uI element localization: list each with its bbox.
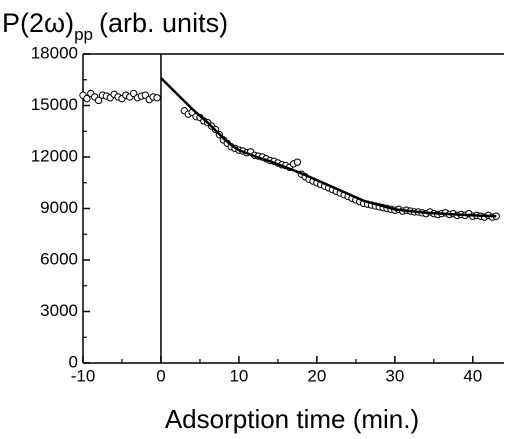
x-tick-label: 40 bbox=[463, 366, 482, 385]
x-tick-label: 0 bbox=[156, 366, 165, 385]
y-tick-label: 0 bbox=[69, 352, 78, 371]
fit-line bbox=[160, 77, 497, 218]
data-point bbox=[153, 94, 161, 102]
title-main: P(2ω) bbox=[2, 8, 74, 38]
data-point bbox=[94, 96, 103, 105]
y-tick-label: 15000 bbox=[31, 95, 78, 114]
y-tick-label: 12000 bbox=[31, 146, 78, 165]
data-point bbox=[293, 158, 302, 166]
x-tick-label: 30 bbox=[385, 366, 404, 385]
y-tick-label: 18000 bbox=[31, 43, 78, 62]
x-axis-title: Adsorption time (min.) bbox=[165, 404, 419, 434]
title-rest: (arb. units) bbox=[99, 8, 228, 38]
x-tick-label: 10 bbox=[229, 366, 248, 385]
y-tick-label: 3000 bbox=[40, 301, 78, 320]
x-tick-label: 20 bbox=[307, 366, 326, 385]
title-subscript: pp bbox=[74, 25, 93, 44]
x-tick-label: -10 bbox=[71, 366, 96, 385]
y-tick-label: 6000 bbox=[40, 249, 78, 268]
y-tick-label: 9000 bbox=[40, 198, 78, 217]
y-axis-title: P(2ω)pp (arb. units) bbox=[2, 8, 228, 44]
data-point bbox=[83, 94, 91, 103]
